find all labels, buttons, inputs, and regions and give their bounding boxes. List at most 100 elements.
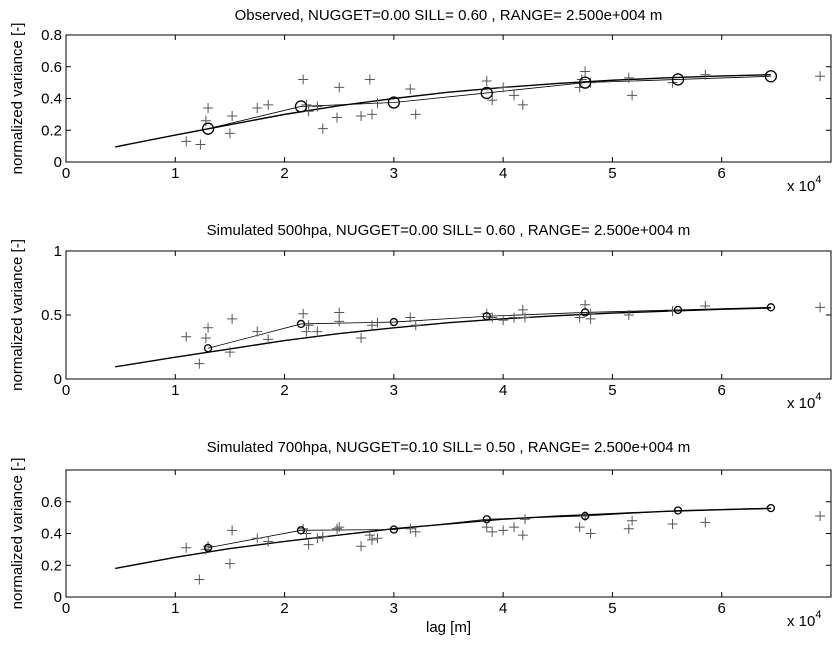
pair-point-plus [364, 74, 375, 85]
pair-point-plus [498, 82, 509, 93]
pair-point-plus [203, 322, 214, 333]
pair-point-plus [317, 123, 328, 134]
pair-point-plus [364, 530, 375, 541]
y-axis-label: normalized variance [-] [9, 23, 26, 175]
pair-point-plus [520, 514, 530, 525]
x-multiplier: x 104 [787, 391, 821, 412]
x-tick-label: 0 [62, 382, 70, 399]
pair-point-plus [627, 90, 638, 101]
pair-point-plus [312, 101, 323, 112]
y-tick-label: 0.5 [41, 307, 62, 324]
empirical-point-circle [296, 526, 306, 535]
pair-point-plus [372, 317, 383, 328]
pair-point-plus [815, 71, 826, 82]
pair-point-plus [410, 526, 421, 537]
y-axis-label: normalized variance [-] [9, 239, 26, 391]
pair-point-plus [312, 533, 323, 544]
empirical-point-circle [482, 515, 491, 524]
empirical-point-circle [201, 122, 215, 135]
pair-point-plus [700, 69, 711, 80]
x-multiplier-exponent: 4 [815, 174, 821, 186]
empirical-point-circle [389, 317, 399, 327]
axes-box [65, 250, 832, 380]
pair-point-plus [481, 76, 492, 87]
pair-point-plus [815, 511, 826, 522]
pair-point-plus [487, 526, 498, 537]
pair-point-plus [303, 539, 314, 550]
x-tick-label: 3 [390, 600, 398, 617]
x-multiplier-base: x 10 [787, 178, 815, 195]
x-tick-label: 5 [608, 382, 616, 399]
x-multiplier: x 104 [787, 609, 821, 630]
pair-point-plus [252, 103, 263, 114]
x-tick-label: 2 [280, 382, 288, 399]
pair-point-plus [334, 82, 345, 93]
pair-point-plus [303, 106, 314, 117]
pair-point-plus [252, 326, 263, 337]
model-curve [115, 73, 771, 148]
model-curve [115, 307, 771, 368]
x-tick-label: 5 [608, 165, 616, 182]
empirical-point-circle [203, 344, 213, 353]
pair-point-plus [574, 522, 585, 533]
y-tick-label: 1 [54, 243, 62, 260]
subplot-1: Observed, NUGGET=0.00 SILL= 0.60 , RANGE… [9, 7, 832, 195]
pair-point-plus [181, 331, 192, 342]
pair-point-plus [332, 112, 343, 123]
pair-point-plus [517, 304, 528, 315]
pair-point-plus [227, 313, 238, 324]
pair-point-plus [509, 90, 520, 101]
y-tick-label: 0.4 [41, 91, 62, 108]
pair-point-plus [332, 523, 343, 534]
pair-point-plus [509, 522, 520, 533]
empirical-curve [207, 507, 771, 549]
y-tick-label: 0.2 [41, 557, 62, 574]
pair-point-plus [623, 72, 634, 83]
subplot-title: Observed, NUGGET=0.00 SILL= 0.60 , RANGE… [235, 7, 663, 24]
pair-point-plus [367, 109, 377, 120]
pair-point-plus [509, 312, 520, 323]
x-tick-label: 4 [499, 600, 507, 617]
pair-point-plus [667, 306, 678, 317]
pair-point-plus [224, 128, 235, 139]
pair-point-plus [481, 308, 492, 319]
y-tick-label: 0.6 [41, 59, 62, 76]
pair-point-plus [498, 315, 509, 326]
pair-point-plus [356, 541, 367, 552]
pair-point-plus [367, 320, 377, 331]
pair-point-plus [263, 334, 274, 345]
empirical-point-circle [387, 96, 401, 109]
empirical-point-circle [296, 319, 306, 329]
pair-point-plus [203, 103, 214, 114]
pair-point-plus [224, 558, 235, 569]
x-tick-label: 3 [390, 165, 398, 182]
axes-box [65, 34, 832, 163]
pair-point-plus [181, 542, 192, 553]
x-tick-label: 1 [171, 382, 179, 399]
x-tick-label: 1 [171, 165, 179, 182]
pair-point-plus [700, 517, 711, 528]
pair-point-plus [372, 533, 383, 544]
x-tick-label: 5 [608, 600, 616, 617]
empirical-point-circle [480, 86, 493, 100]
y-tick-label: 0 [54, 154, 62, 171]
pair-point-plus [815, 302, 826, 313]
empirical-point-circle [482, 312, 491, 321]
empirical-point-circle [203, 543, 213, 552]
pair-point-plus [195, 139, 206, 150]
y-tick-label: 0.2 [41, 122, 62, 139]
pair-point-plus [181, 136, 192, 147]
x-tick-label: 6 [718, 165, 726, 182]
pair-point-plus [194, 358, 205, 369]
pair-point-plus [667, 518, 678, 529]
x-axis-label: lag [m] [426, 619, 471, 636]
x-tick-label: 0 [62, 165, 70, 182]
pair-point-plus [700, 301, 711, 312]
x-multiplier: x 104 [787, 174, 821, 195]
y-tick-label: 0 [54, 371, 62, 388]
pair-point-plus [224, 347, 235, 358]
pair-point-plus [356, 110, 367, 121]
empirical-point-circle [580, 511, 590, 521]
pair-point-plus [517, 99, 528, 110]
